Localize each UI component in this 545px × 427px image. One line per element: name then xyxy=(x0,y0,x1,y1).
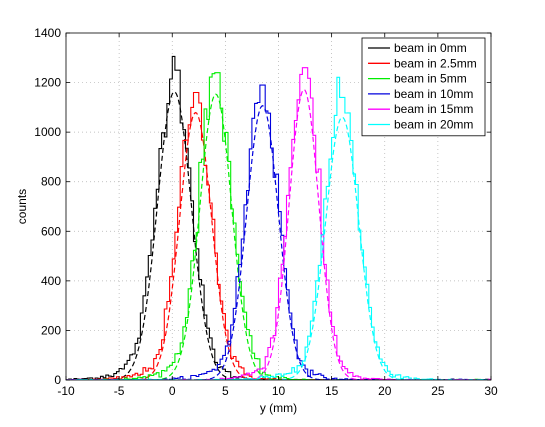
x-tick-label: 30 xyxy=(484,384,498,398)
y-tick-label: 400 xyxy=(41,274,61,288)
x-tick-label: 20 xyxy=(378,384,392,398)
x-tick-label: 25 xyxy=(431,384,445,398)
legend-box xyxy=(361,37,486,137)
fit-curve-series-4 xyxy=(66,88,490,380)
x-tick-label: 5 xyxy=(222,384,229,398)
x-tick-label: 10 xyxy=(272,384,286,398)
y-tick-label: 0 xyxy=(54,373,61,387)
x-tick-label: 0 xyxy=(169,384,176,398)
legend-entry-5: beam in 20mm xyxy=(394,118,473,132)
y-tick-label: 600 xyxy=(41,224,61,238)
legend-entry-0: beam in 0mm xyxy=(394,41,467,55)
fit-curve-series-0 xyxy=(66,91,490,380)
x-axis-label: y (mm) xyxy=(260,401,297,415)
x-tick-label: -10 xyxy=(57,384,75,398)
legend-entry-1: beam in 2.5mm xyxy=(394,56,477,70)
legend-entry-2: beam in 5mm xyxy=(394,72,467,86)
y-tick-label: 1400 xyxy=(34,26,61,40)
y-tick-label: 1000 xyxy=(34,125,61,139)
x-tick-label: -5 xyxy=(114,384,125,398)
y-axis-label: counts xyxy=(15,189,29,224)
y-tick-label: 800 xyxy=(41,175,61,189)
legend-entry-3: beam in 10mm xyxy=(394,87,473,101)
x-tick-label: 15 xyxy=(325,384,339,398)
axes: -10 -5 0 5 10 15 20 25 30 0 200 400 600 800 1000 1200 14… xyxy=(34,26,498,398)
y-tick-label: 1200 xyxy=(34,76,61,90)
legend-entry-4: beam in 15mm xyxy=(394,102,473,116)
fit-curve-series-3 xyxy=(66,105,490,380)
y-tick-label: 200 xyxy=(41,323,61,337)
